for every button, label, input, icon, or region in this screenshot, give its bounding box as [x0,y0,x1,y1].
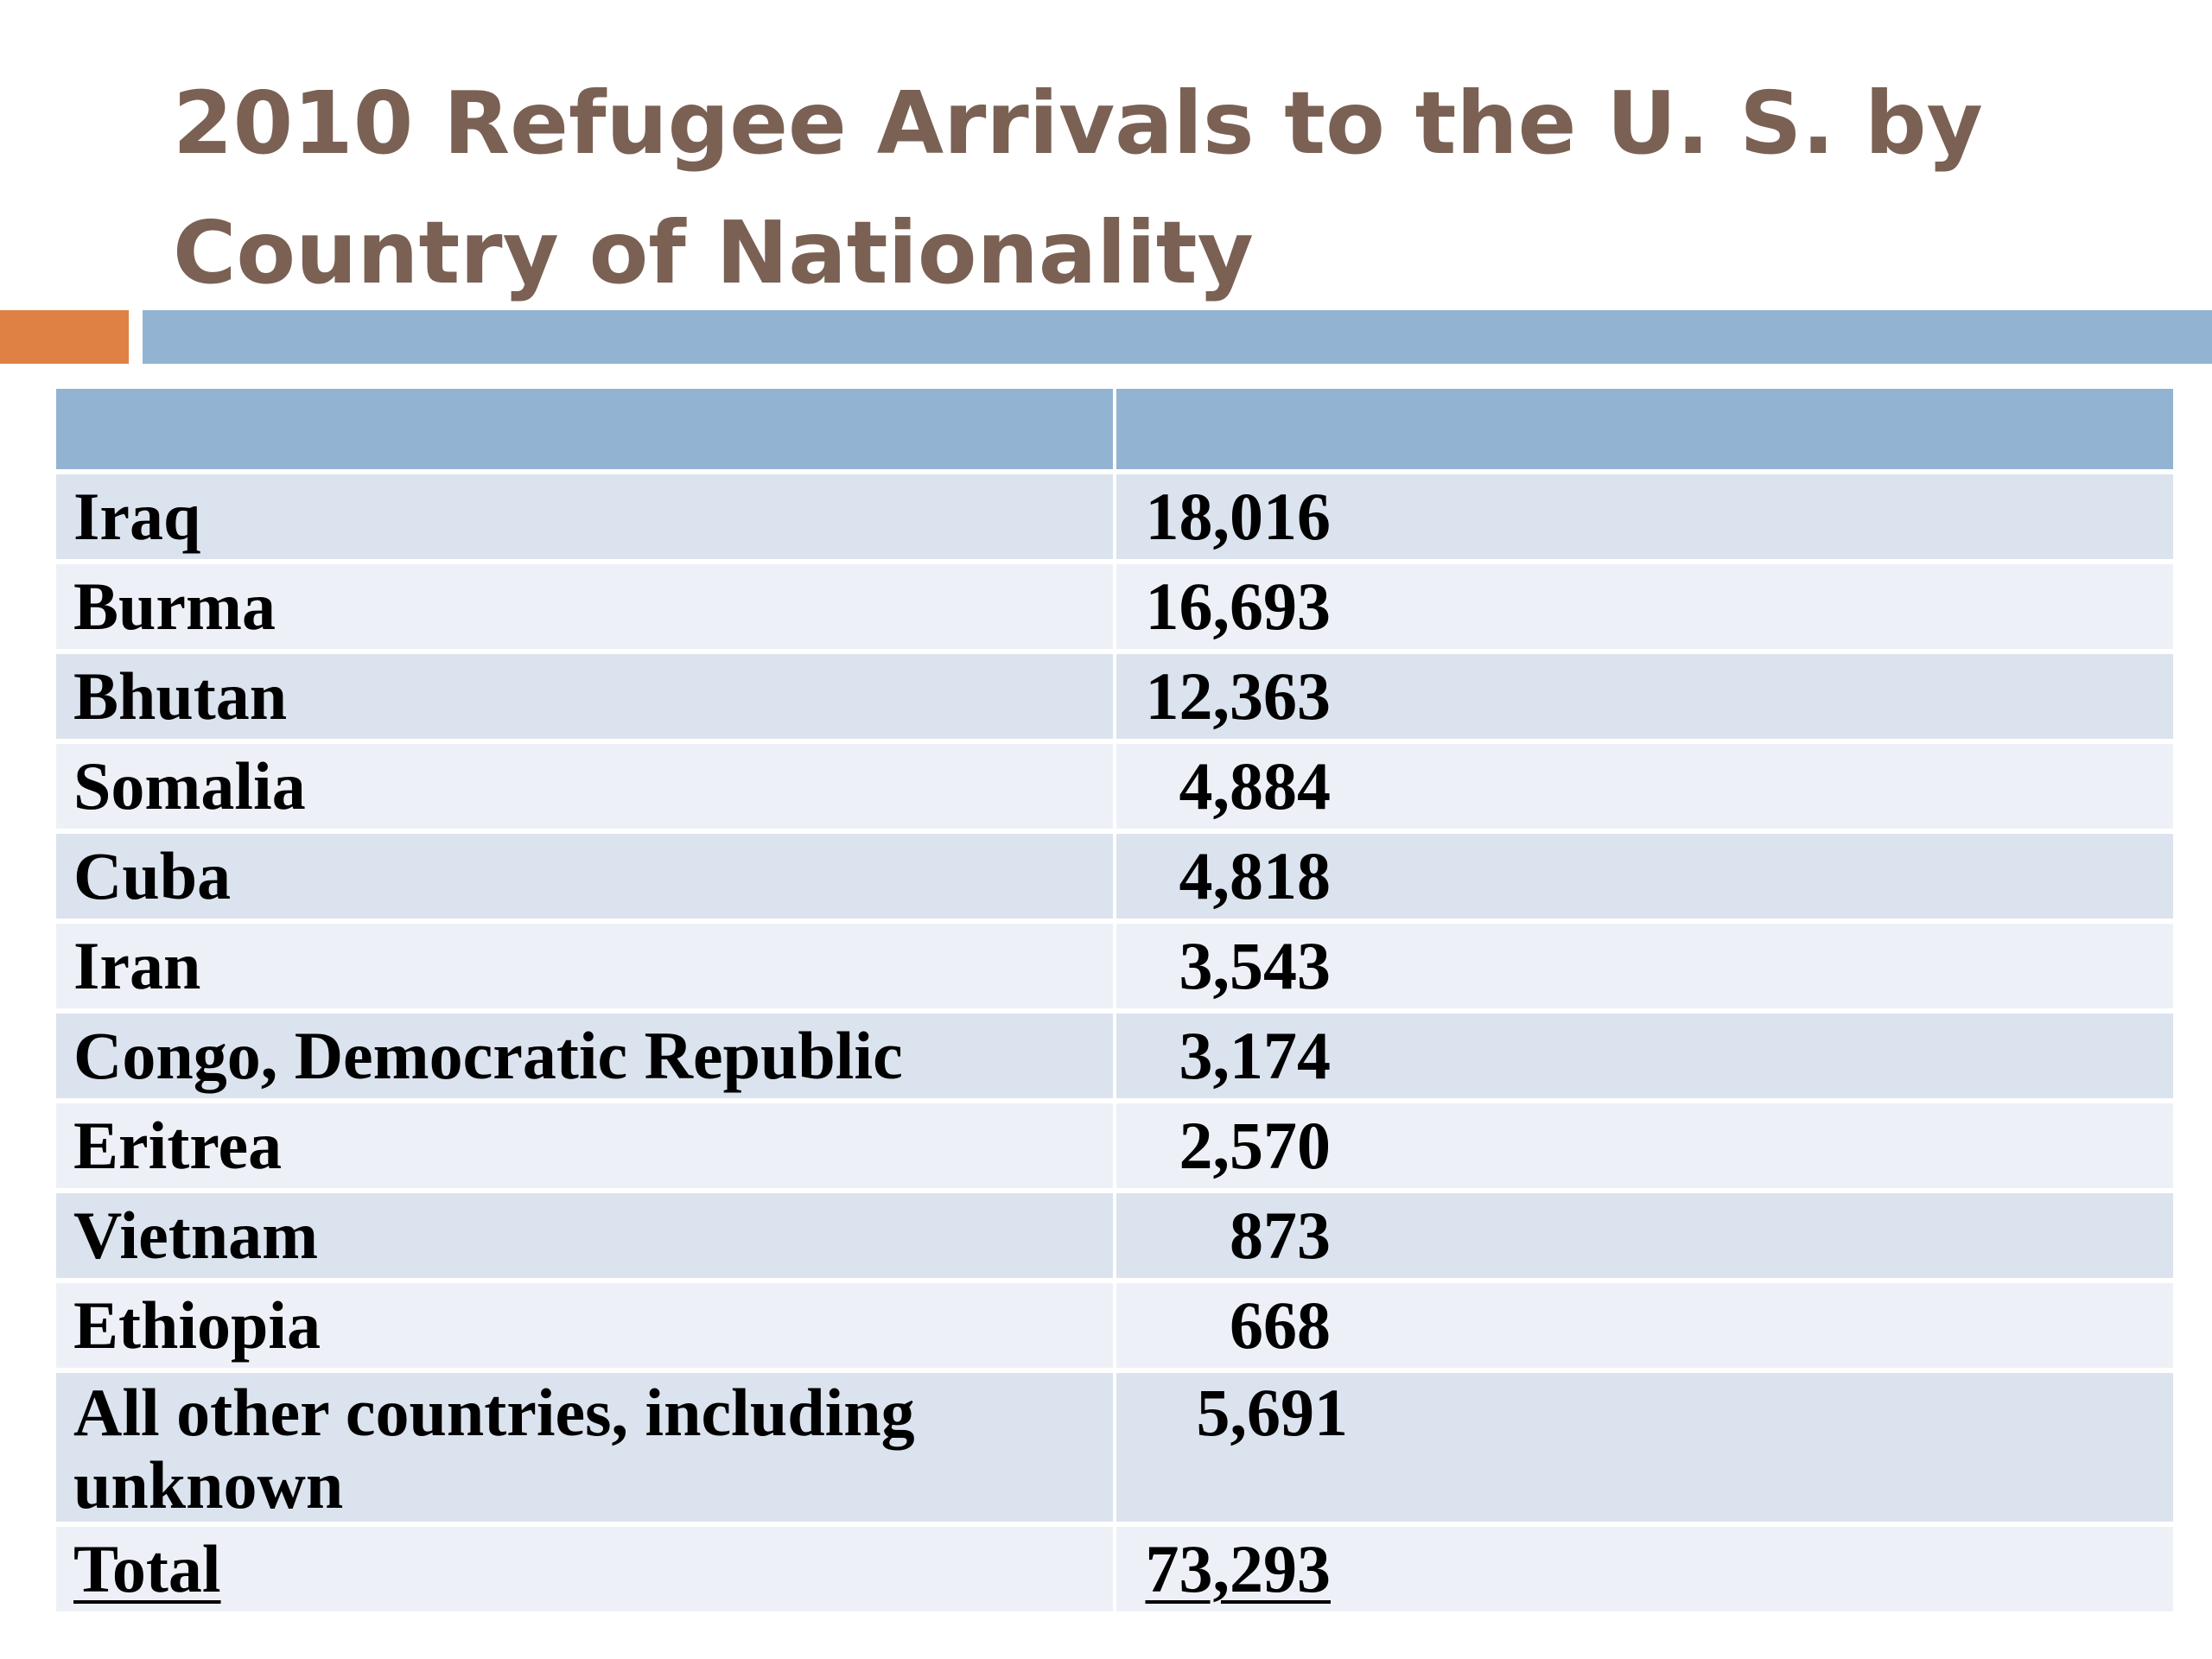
accent-bar-blue [143,310,2212,364]
country-cell: Cuba [56,829,1116,918]
total-value: 73,293 [1145,1531,1332,1606]
arrivals-cell: 18,016 [1116,469,2173,559]
slide-title-line-1: 2010 Refugee Arrivals to the U. S. by [173,73,1983,174]
header-cell-country [56,389,1116,469]
country-cell: Iraq [56,469,1116,559]
table-header-row [56,389,2173,469]
total-label-cell: Total [56,1522,1116,1611]
country-cell: Congo, Democratic Republic [56,1008,1116,1098]
accent-bar-orange [0,310,129,364]
arrivals-cell: 12,363 [1116,649,2173,739]
arrivals-value: 12,363 [1145,658,1332,734]
table-row: Burma 16,693 [56,559,2173,649]
arrivals-value: 4,884 [1179,748,1332,823]
arrivals-value: 668 [1230,1287,1331,1363]
table-row: Ethiopia 668 [56,1278,2173,1368]
arrivals-cell: 668 [1116,1278,2173,1368]
header-cell-arrivals [1116,389,2173,469]
arrivals-cell: 3,543 [1116,918,2173,1008]
table-row: Congo, Democratic Republic 3,174 [56,1008,2173,1098]
total-row: Total 73,293 [56,1522,2173,1611]
country-cell: Burma [56,559,1116,649]
table-row: Bhutan 12,363 [56,649,2173,739]
country-cell: Eritrea [56,1098,1116,1188]
slide-title-line-2: Country of Nationality [173,202,1254,303]
arrivals-value: 3,543 [1179,928,1332,1003]
arrivals-cell: 4,818 [1116,829,2173,918]
arrivals-cell: 873 [1116,1188,2173,1278]
arrivals-value: 5,691 [1196,1375,1349,1450]
country-cell: Bhutan [56,649,1116,739]
arrivals-value: 3,174 [1179,1018,1332,1093]
table-row: Eritrea 2,570 [56,1098,2173,1188]
country-cell: Iran [56,918,1116,1008]
table-row: Vietnam 873 [56,1188,2173,1278]
table-row: Iran 3,543 [56,918,2173,1008]
table-row: Iraq 18,016 [56,469,2173,559]
table-row: Cuba 4,818 [56,829,2173,918]
arrivals-value: 18,016 [1145,479,1332,554]
arrivals-cell: 2,570 [1116,1098,2173,1188]
arrivals-value: 4,818 [1179,838,1332,913]
arrivals-value: 16,693 [1145,569,1332,644]
refugee-arrivals-table: Iraq 18,016 Burma 16,693 Bhutan 12,363 S… [56,389,2173,1611]
arrivals-cell: 5,691 [1116,1368,2173,1522]
country-cell: Vietnam [56,1188,1116,1278]
total-value-cell: 73,293 [1116,1522,2173,1611]
arrivals-value: 873 [1230,1198,1331,1273]
country-cell: Ethiopia [56,1278,1116,1368]
total-label: Total [73,1531,221,1606]
country-cell: Somalia [56,739,1116,829]
table-row: All other countries, including unknown 5… [56,1368,2173,1522]
table-row: Somalia 4,884 [56,739,2173,829]
slide-title: 2010 Refugee Arrivals to the U. S. by Co… [173,59,2108,318]
arrivals-cell: 4,884 [1116,739,2173,829]
arrivals-value: 2,570 [1179,1108,1332,1183]
arrivals-cell: 16,693 [1116,559,2173,649]
country-cell: All other countries, including unknown [56,1368,1116,1522]
arrivals-cell: 3,174 [1116,1008,2173,1098]
